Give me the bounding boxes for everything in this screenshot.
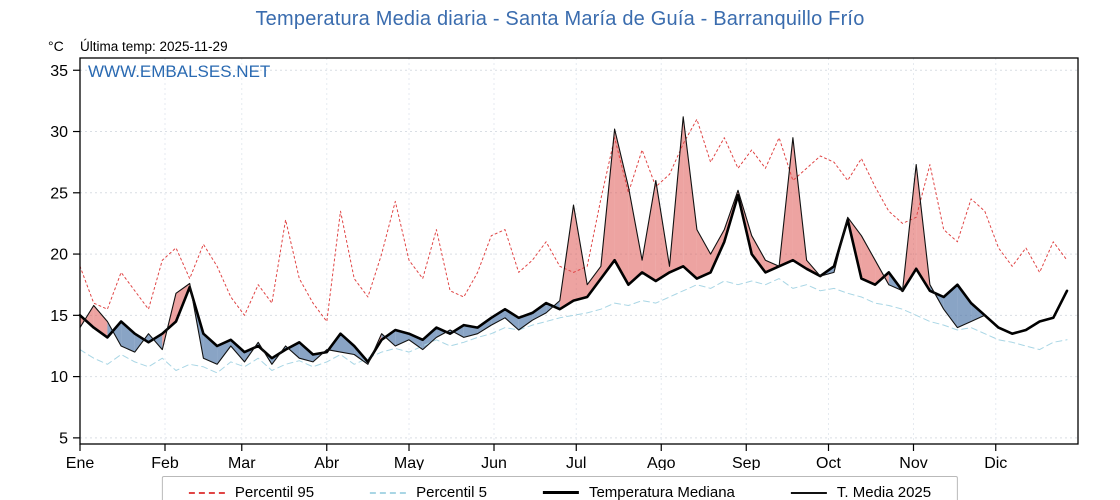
legend-item-percentil-95: Percentil 95 [188, 484, 315, 500]
legend-label: Percentil 5 [416, 484, 487, 500]
y-axis-unit-label: °C [48, 38, 64, 54]
svg-text:May: May [394, 455, 424, 470]
svg-text:5: 5 [59, 430, 68, 447]
svg-text:10: 10 [50, 369, 68, 386]
svg-text:Abr: Abr [314, 455, 340, 470]
svg-text:Sep: Sep [732, 455, 761, 470]
percentil-95-line-swatch [188, 491, 225, 494]
svg-text:Ago: Ago [647, 455, 676, 470]
legend-item-mediana: Temperatura Mediana [542, 484, 735, 500]
legend: Percentil 95 Percentil 5 Temperatura Med… [161, 476, 959, 500]
last-temp-label: Última temp: 2025-11-29 [80, 39, 228, 54]
svg-text:Jul: Jul [566, 455, 586, 470]
svg-text:15: 15 [50, 308, 68, 325]
chart-title: Temperatura Media diaria - Santa María d… [255, 8, 865, 30]
svg-text:25: 25 [50, 185, 68, 202]
svg-text:35: 35 [50, 63, 68, 80]
svg-text:Nov: Nov [899, 455, 927, 470]
legend-label: Temperatura Mediana [588, 484, 735, 500]
legend-label: T. Media 2025 [836, 484, 932, 500]
svg-text:20: 20 [50, 247, 68, 264]
svg-text:Mar: Mar [228, 455, 256, 470]
svg-text:Oct: Oct [816, 455, 841, 470]
svg-text:Jun: Jun [481, 455, 507, 470]
tmedia-2025-line-swatch [790, 491, 827, 494]
watermark: WWW.EMBALSES.NET [88, 62, 271, 81]
legend-label: Percentil 95 [234, 484, 315, 500]
legend-item-percentil-5: Percentil 5 [370, 484, 487, 500]
svg-text:Feb: Feb [151, 455, 179, 470]
svg-text:Dic: Dic [984, 455, 1007, 470]
legend-item-tmedia-2025: T. Media 2025 [790, 484, 932, 500]
percentil-5-line-swatch [370, 491, 407, 494]
mediana-line-swatch [542, 491, 579, 494]
svg-text:30: 30 [50, 124, 68, 141]
chart-plot-area: 5 10 15 20 25 30 35 Ene Feb Mar Abr May Jun Jul Ago Sep… [50, 57, 1079, 470]
svg-text:Ene: Ene [66, 455, 95, 470]
